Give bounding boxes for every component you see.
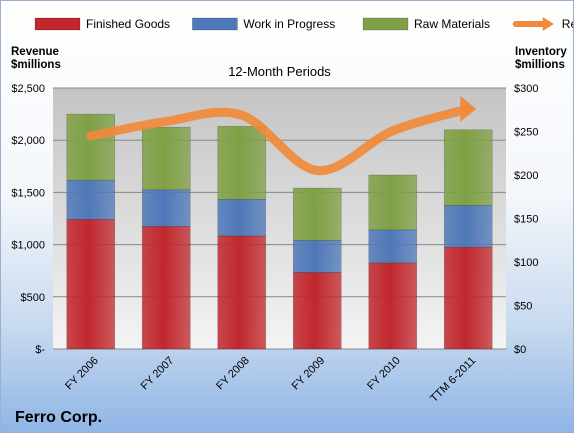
- revenue-arrowhead: [460, 95, 477, 122]
- bar-raw-materials: [368, 174, 418, 231]
- legend-marker-revenue-arrow: [542, 17, 554, 31]
- bar-work-in-progress: [217, 199, 267, 237]
- bar-finished-goods: [292, 272, 342, 350]
- bar-raw-materials: [292, 187, 342, 241]
- chart-title: 12-Month Periods: [228, 64, 331, 79]
- revenue-line: [86, 104, 473, 175]
- right-tick-label: $250: [514, 127, 538, 139]
- bar-finished-goods: [368, 262, 418, 350]
- bar-raw-materials: [217, 125, 267, 200]
- bar-raw-materials: [141, 126, 191, 191]
- bar-raw-materials: [443, 129, 493, 206]
- right-axis-title: $millions: [515, 59, 565, 71]
- category-label: FY 2010: [365, 355, 403, 393]
- right-tick-label: $100: [514, 257, 538, 269]
- right-tick-label: $300: [514, 83, 538, 95]
- category-label: FY 2006: [63, 355, 101, 393]
- right-tick-label: $150: [514, 214, 538, 226]
- left-axis-title: $millions: [11, 59, 61, 71]
- bar-raw-materials: [66, 113, 116, 181]
- legend-label: Work in Progress: [243, 17, 335, 31]
- left-axis-title: Revenue: [11, 46, 59, 58]
- left-tick-label: $1,000: [11, 240, 45, 252]
- bar-work-in-progress: [292, 239, 342, 273]
- left-tick-label: $500: [21, 292, 45, 304]
- legend-label: Raw Materials: [414, 17, 490, 31]
- left-tick-label: $2,000: [11, 135, 45, 147]
- bar-work-in-progress: [443, 205, 493, 248]
- right-tick-label: $50: [514, 301, 532, 313]
- bar-work-in-progress: [66, 179, 116, 220]
- legend-label: Revenue: [562, 17, 574, 31]
- left-tick-label: $2,500: [11, 83, 45, 95]
- category-label: FY 2008: [214, 355, 252, 393]
- left-tick-label: $1,500: [11, 187, 45, 199]
- right-axis-title: Inventory: [515, 46, 567, 58]
- bar-finished-goods: [217, 235, 267, 350]
- bar-finished-goods: [141, 226, 191, 350]
- category-label: FY 2007: [139, 355, 177, 393]
- bar-work-in-progress: [368, 229, 418, 264]
- legend-swatch: [192, 17, 238, 31]
- bar-finished-goods: [66, 219, 116, 350]
- legend-label: Finished Goods: [86, 17, 170, 31]
- bar-work-in-progress: [141, 189, 191, 227]
- category-label: TTM 6-2011: [428, 355, 478, 405]
- category-label: FY 2009: [290, 355, 328, 393]
- legend-swatch: [34, 17, 81, 31]
- right-tick-label: $200: [514, 170, 538, 182]
- right-tick-label: $0: [514, 344, 526, 356]
- left-tick-label: $-: [35, 344, 45, 356]
- bar-finished-goods: [443, 246, 493, 350]
- legend-swatch: [362, 17, 409, 31]
- company-name: Ferro Corp.: [15, 409, 102, 426]
